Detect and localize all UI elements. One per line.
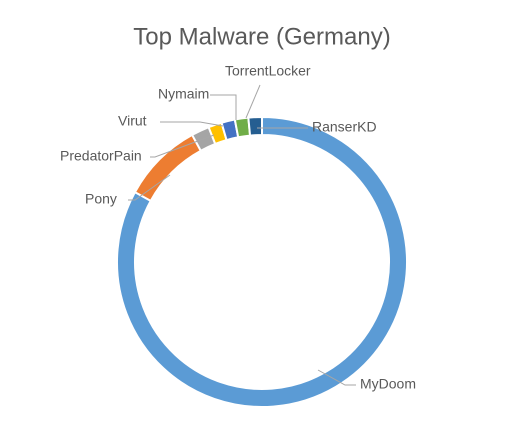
slice-label: Pony (85, 191, 117, 207)
leader-line (128, 174, 171, 201)
doughnut-slice (247, 115, 263, 137)
slice-label: MyDoom (360, 376, 416, 392)
slice-label: Nymaim (158, 86, 209, 102)
doughnut-slice (116, 115, 408, 408)
leader-line (317, 369, 356, 386)
leader-line (245, 84, 261, 119)
leader-line (150, 134, 215, 158)
slice-label: PredatorPain (60, 148, 142, 164)
slice-label: Virut (118, 113, 147, 129)
leader-line (160, 121, 224, 127)
chart-title: Top Malware (Germany) (133, 23, 390, 50)
doughnut-slice (133, 133, 203, 203)
slice-label: RanserKD (312, 119, 377, 135)
leader-line (210, 94, 237, 120)
slice-label: TorrentLocker (225, 63, 311, 79)
